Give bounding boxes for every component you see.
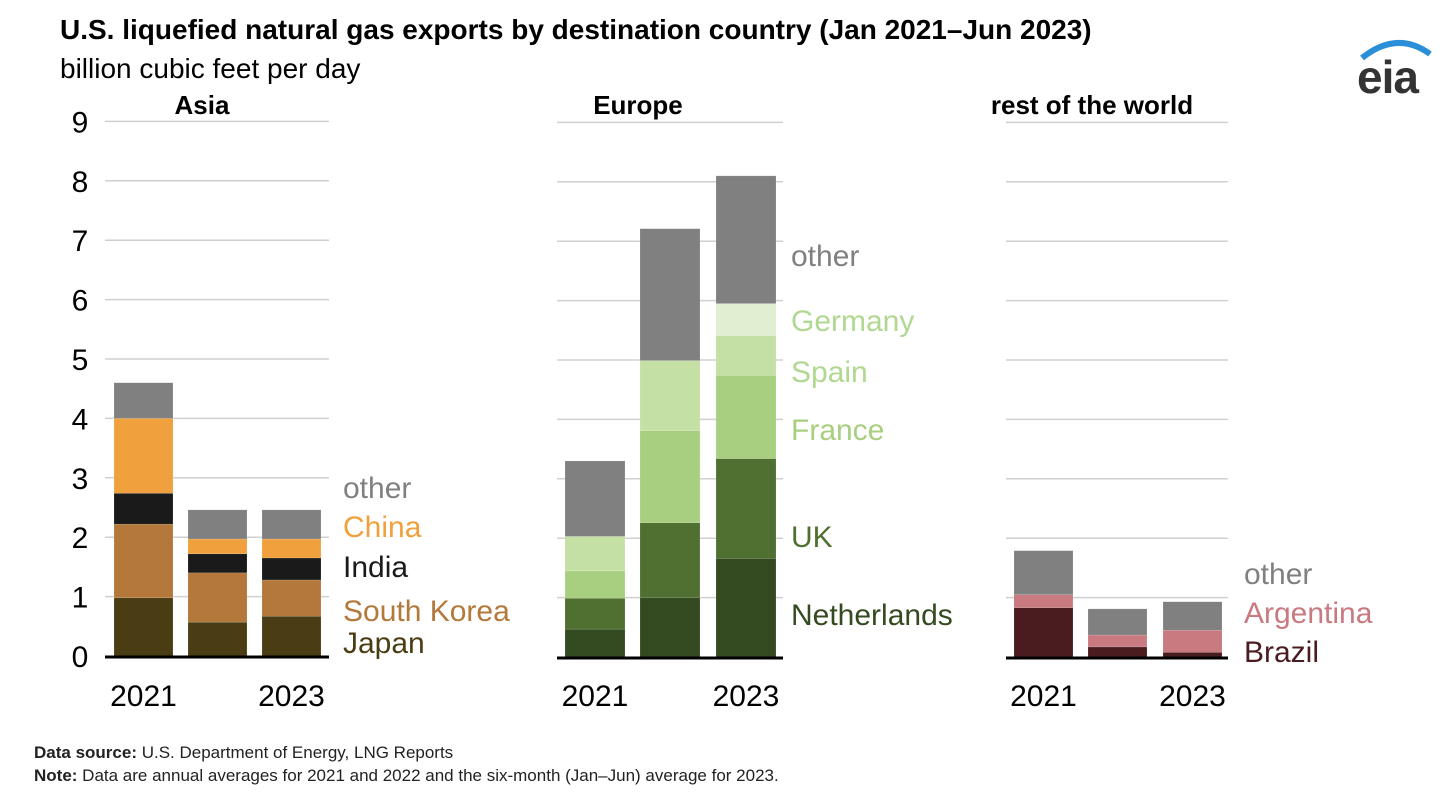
- eia-logo: eia: [1357, 51, 1419, 103]
- series-label-south-korea: South Korea: [343, 595, 510, 628]
- panel-title: Asia: [175, 90, 230, 120]
- bar-segment-other-2021: [564, 460, 626, 537]
- chart-subtitle: billion cubic feet per day: [60, 53, 361, 84]
- y-tick-label: 3: [72, 463, 89, 496]
- series-label-other: other: [343, 472, 411, 505]
- bar-segment-spain-2023: [715, 335, 777, 376]
- bar-segment-other-2022: [187, 509, 248, 540]
- y-tick-label: 2: [72, 522, 89, 555]
- bar-segment-india-2023: [261, 557, 322, 581]
- series-label-other: other: [1244, 558, 1312, 591]
- bar-segment-argentina-2021: [1013, 594, 1074, 608]
- bar-segment-netherlands-2023: [715, 558, 777, 658]
- y-tick-label: 1: [72, 582, 89, 615]
- x-tick-label: 2021: [1010, 680, 1077, 713]
- series-label-argentina: Argentina: [1244, 597, 1373, 630]
- y-tick-label: 0: [72, 641, 89, 674]
- bar-segment-india-2021: [113, 492, 174, 525]
- series-label-india: India: [343, 551, 408, 584]
- series-label-netherlands: Netherlands: [791, 599, 953, 632]
- bar-segment-germany-2023: [715, 303, 777, 336]
- y-tick-label: 4: [72, 403, 89, 436]
- bar-segment-netherlands-2021: [564, 628, 626, 658]
- bar-segment-other-2023: [261, 509, 322, 540]
- y-tick-label: 8: [72, 166, 89, 199]
- y-tick-label: 7: [72, 225, 89, 258]
- data-source: Data source: U.S. Department of Energy, …: [34, 743, 454, 762]
- bar-segment-china-2023: [261, 538, 322, 559]
- bar-segment-other-2021: [1013, 550, 1074, 595]
- bar-segment-uk-2023: [715, 458, 777, 559]
- bar-segment-argentina-2022: [1087, 634, 1148, 648]
- bar-segment-china-2022: [187, 538, 248, 555]
- bar-segment-spain-2022: [639, 360, 701, 431]
- y-tick-label: 5: [72, 344, 89, 377]
- bar-segment-uk-2022: [639, 522, 701, 598]
- y-tick-label: 6: [72, 285, 89, 318]
- bar-segment-japan-2022: [187, 621, 248, 657]
- x-tick-label: 2021: [110, 680, 177, 713]
- bar-segment-spain-2021: [564, 536, 626, 572]
- panel-title: Europe: [593, 90, 683, 120]
- bar-segment-argentina-2023: [1162, 630, 1223, 653]
- series-label-china: China: [343, 511, 422, 544]
- series-label-germany: Germany: [791, 305, 914, 338]
- bar-segment-other-2022: [639, 228, 701, 361]
- bar-segment-japan-2023: [261, 615, 322, 657]
- y-tick-label: 9: [72, 106, 89, 139]
- bar-segment-uk-2021: [564, 597, 626, 630]
- bar-segment-china-2021: [113, 418, 174, 494]
- bar-segment-brazil-2021: [1013, 607, 1074, 658]
- eia-logo-arc-icon: [1360, 39, 1432, 61]
- bar-segment-france-2023: [715, 375, 777, 459]
- series-label-other: other: [791, 240, 859, 273]
- x-tick-label: 2023: [713, 680, 780, 713]
- bar-segment-other-2022: [1087, 608, 1148, 636]
- bar-segment-other-2021: [113, 382, 174, 419]
- bar-segment-brazil-2022: [1087, 646, 1148, 658]
- bar-segment-south-korea-2022: [187, 572, 248, 623]
- bar-segment-south-korea-2021: [113, 523, 174, 599]
- panel-title: rest of the world: [991, 90, 1193, 120]
- series-label-brazil: Brazil: [1244, 636, 1319, 669]
- note: Note: Data are annual averages for 2021 …: [34, 766, 779, 785]
- bar-segment-other-2023: [715, 175, 777, 304]
- bar-segment-netherlands-2022: [639, 597, 701, 658]
- series-label-spain: Spain: [791, 356, 868, 389]
- x-tick-label: 2023: [1159, 680, 1226, 713]
- series-label-uk: UK: [791, 521, 833, 554]
- bar-segment-other-2023: [1162, 601, 1223, 631]
- bar-segment-brazil-2023: [1162, 651, 1223, 658]
- x-tick-label: 2021: [562, 680, 629, 713]
- bar-segment-south-korea-2023: [261, 579, 322, 617]
- bar-segment-france-2021: [564, 570, 626, 599]
- series-label-france: France: [791, 414, 884, 447]
- bar-segment-japan-2021: [113, 597, 174, 657]
- bar-segment-india-2022: [187, 553, 248, 574]
- x-tick-label: 2023: [258, 680, 325, 713]
- chart-title: U.S. liquefied natural gas exports by de…: [60, 14, 1092, 45]
- series-label-japan: Japan: [343, 627, 425, 660]
- bar-segment-france-2022: [639, 430, 701, 524]
